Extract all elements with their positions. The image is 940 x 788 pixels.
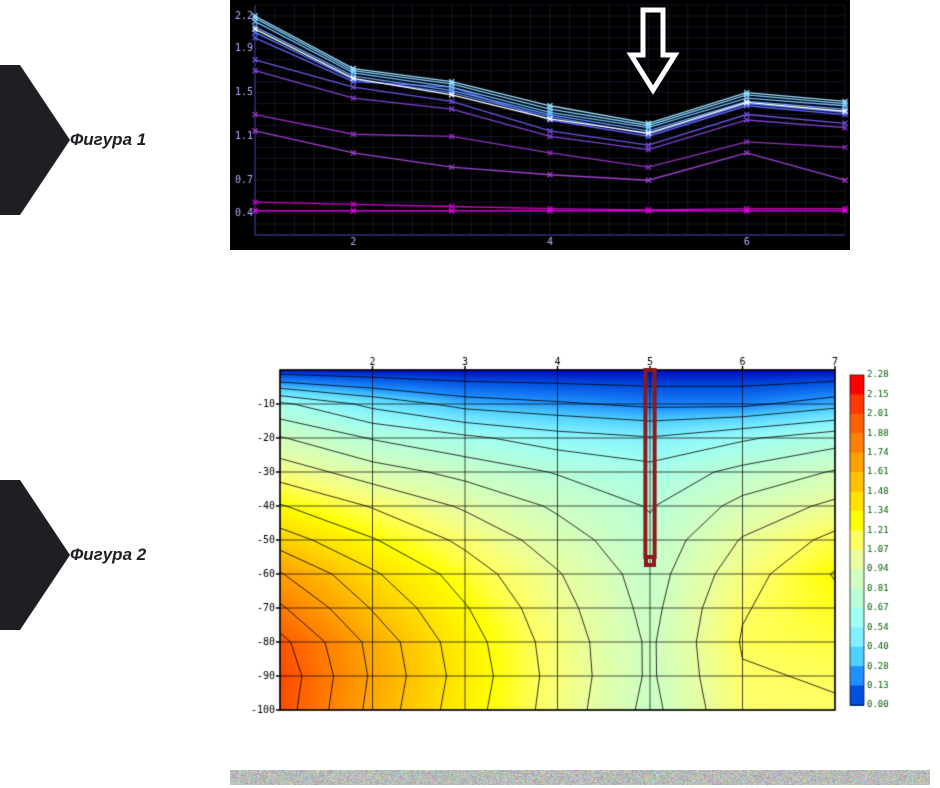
pentagon-marker-1 — [0, 65, 70, 215]
figure2-chart — [230, 350, 930, 740]
figure1-label: Фигура 1 — [70, 130, 146, 150]
noise-strip — [230, 770, 930, 785]
figure2-canvas — [230, 350, 930, 720]
figure2-label: Фигура 2 — [70, 545, 146, 565]
figure1-canvas — [230, 0, 850, 250]
pentagon-marker-2 — [0, 480, 70, 630]
figure1-chart — [230, 0, 850, 250]
